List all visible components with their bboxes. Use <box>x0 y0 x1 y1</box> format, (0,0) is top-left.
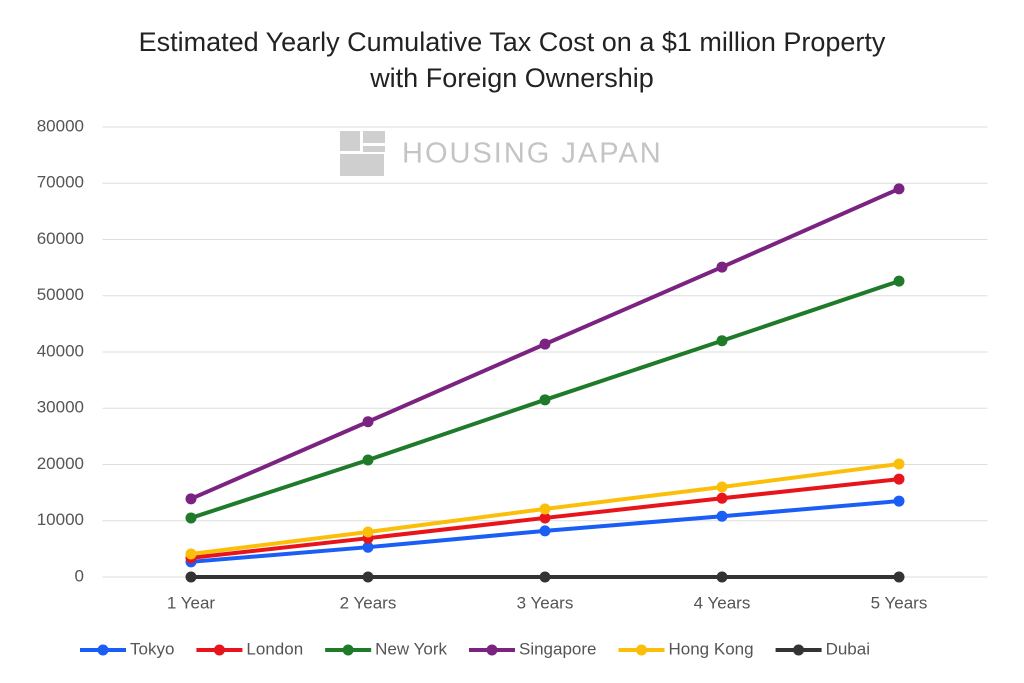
legend-marker <box>97 644 109 656</box>
legend-item: New York <box>325 639 447 658</box>
data-point <box>362 416 374 428</box>
data-point <box>539 338 551 350</box>
y-tick-label: 10000 <box>37 510 84 529</box>
legend-marker <box>636 644 647 656</box>
data-point <box>362 541 374 553</box>
data-point <box>362 526 374 538</box>
x-tick-label: 5 Years <box>871 593 928 612</box>
data-point <box>716 571 728 583</box>
data-point <box>362 571 374 583</box>
data-point <box>185 512 197 524</box>
data-point <box>185 571 197 583</box>
data-point <box>716 261 728 273</box>
y-tick-label: 40000 <box>37 341 84 360</box>
watermark: HOUSING JAPAN <box>402 138 663 170</box>
data-point <box>893 275 905 287</box>
x-tick-label: 1 Year <box>167 593 216 612</box>
data-point <box>893 183 905 195</box>
data-point <box>893 473 905 485</box>
x-tick-label: 4 Years <box>694 593 751 612</box>
y-tick-label: 0 <box>75 566 84 585</box>
data-point <box>893 495 905 507</box>
data-point <box>362 454 374 466</box>
data-point <box>716 335 728 347</box>
data-point <box>539 571 551 583</box>
x-tick-label: 3 Years <box>517 593 574 612</box>
data-point <box>185 493 197 505</box>
data-point <box>716 510 728 522</box>
y-tick-label: 60000 <box>37 229 84 248</box>
legend-item: London <box>196 639 303 658</box>
data-point <box>893 571 905 583</box>
watermark-logo <box>340 131 385 176</box>
legend-marker <box>486 644 498 656</box>
legend-label: London <box>246 639 303 658</box>
y-tick-label: 70000 <box>37 173 84 192</box>
data-point <box>539 525 551 537</box>
legend-marker <box>793 644 805 656</box>
data-point <box>185 548 197 560</box>
legend-item: Singapore <box>468 639 597 658</box>
data-point <box>716 492 728 504</box>
legend-item: Tokyo <box>80 639 174 658</box>
chart-title: Estimated Yearly Cumulative Tax Cost on … <box>138 27 886 93</box>
y-tick-label: 80000 <box>37 116 84 135</box>
x-tick-label: 2 Years <box>340 593 397 612</box>
legend-marker <box>213 644 225 656</box>
legend-label: New York <box>375 639 447 658</box>
legend-label: Hong Kong <box>669 639 754 658</box>
data-point <box>539 512 551 524</box>
y-tick-label: 30000 <box>37 398 84 417</box>
y-tick-label: 20000 <box>37 454 84 473</box>
legend-item: Dubai <box>775 639 870 658</box>
legend-item: Hong Kong <box>618 639 754 658</box>
legend-label: Tokyo <box>130 639 174 658</box>
data-point <box>716 481 728 493</box>
data-point <box>893 458 905 470</box>
y-tick-label: 50000 <box>37 285 84 304</box>
legend-marker <box>342 644 354 656</box>
legend-label: Dubai <box>826 639 870 658</box>
data-point <box>539 503 551 515</box>
data-point <box>539 394 551 406</box>
legend-label: Singapore <box>519 639 597 658</box>
